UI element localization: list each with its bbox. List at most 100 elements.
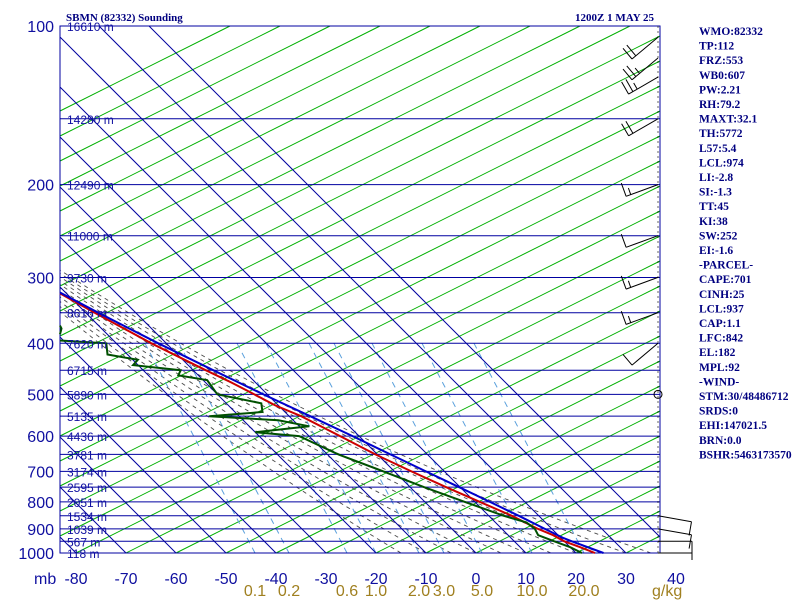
dry-adiabat-line: [59, 25, 381, 187]
dry-adiabat-line: [59, 110, 661, 412]
pressure-tick-label: 400: [27, 336, 54, 353]
index-value: L57:5.4: [699, 143, 737, 155]
index-value: CAP:1.1: [699, 318, 741, 330]
wind-barb: [622, 57, 659, 81]
height-label: 4436 m: [67, 430, 107, 444]
dry-adiabat-line: [59, 235, 661, 537]
index-value: STM:30/48486712: [699, 391, 789, 403]
plot-border: [59, 25, 661, 554]
index-value: BSHR:5463173570: [699, 449, 792, 461]
height-label: 12490 m: [67, 179, 114, 193]
height-labels: 16610 m 14280 m 12490 m 11000 m 9730 m 8616 m…: [67, 20, 114, 561]
dry-adiabat-line: [59, 60, 661, 362]
index-value: MAXT:32.1: [699, 114, 757, 126]
height-label: 5135 m: [67, 410, 107, 424]
pressure-tick-label: 200: [27, 178, 54, 195]
mixing-ratio-tick-label: 0.2: [278, 583, 300, 600]
isotherm-line: [148, 25, 661, 538]
dry-adiabat-line: [59, 25, 631, 312]
height-label: 1039 m: [67, 523, 107, 537]
moist-adiabat-line: [59, 296, 477, 554]
wind-barb: [621, 76, 659, 95]
index-value: -WIND-: [699, 376, 739, 388]
dry-adiabat-line: [59, 135, 661, 437]
pressure-tick-label: 900: [27, 522, 54, 539]
height-label: 3174 m: [67, 465, 107, 479]
dry-adiabat-line: [475, 460, 661, 554]
isobars: [59, 25, 661, 554]
wind-barb: [657, 528, 692, 549]
height-label: 5890 m: [67, 388, 107, 402]
index-value: FRZ:553: [699, 55, 743, 67]
pressure-tick-label: 300: [27, 270, 54, 287]
isotherm-line: [59, 386, 227, 554]
index-value: LCL:974: [699, 157, 744, 169]
wind-barb: [620, 182, 659, 197]
wind-barb: [620, 234, 659, 248]
isotherm-line: [59, 36, 577, 554]
index-value: TH:5772: [699, 128, 743, 140]
wind-barb: [658, 540, 693, 556]
isotherm-line: [59, 186, 427, 554]
index-value: LCL:937: [699, 303, 744, 315]
index-value: LFC:842: [699, 333, 743, 345]
wind-barb: [622, 342, 659, 366]
mixing-ratio-tick-label: 2.0: [408, 583, 430, 600]
temperature-tick-label: -60: [164, 571, 187, 588]
index-value: WB0:607: [699, 70, 745, 82]
dry-adiabat-line: [625, 535, 661, 554]
height-label: 2595 m: [67, 481, 107, 495]
wind-barbs: [620, 26, 693, 560]
height-label: 14280 m: [67, 113, 114, 127]
sounding-profiles: [59, 291, 604, 554]
mixing-ratio-line: [236, 343, 348, 554]
pressure-tick-label: 500: [27, 387, 54, 404]
height-label: 2051 m: [67, 496, 107, 510]
dry-adiabat-line: [59, 25, 531, 262]
height-label: 11000 m: [67, 230, 113, 244]
temperature-tick-label: -70: [114, 571, 137, 588]
temperature-tick-label: 30: [617, 571, 635, 588]
wind-barb: [620, 275, 659, 290]
height-label: 7620 m: [67, 337, 107, 351]
dry-adiabat-line: [59, 160, 661, 462]
dry-adiabat-line: [59, 25, 231, 112]
temperature-axis: -80 -70 -60 -50 -40 -30 -20 -10 0 10 20 30 40: [64, 571, 685, 588]
pressure-tick-label: 1000: [18, 546, 54, 563]
dry-adiabat-line: [575, 510, 661, 554]
mixing-ratio-axis: 0.1 0.2 0.6 1.0 2.0 3.0 5.0 10.0 20.0: [244, 583, 600, 600]
chart-title: SBMN (82332) Sounding: [66, 12, 183, 24]
wind-barb: [620, 311, 659, 325]
isotherm-line: [59, 136, 477, 554]
mixing-ratio-line: [178, 343, 290, 554]
mixing-ratio-unit: g/kg: [652, 583, 682, 600]
temperature-tick-label: 0: [472, 571, 481, 588]
index-value: PW:2.21: [699, 84, 741, 96]
index-value: RH:79.2: [699, 99, 740, 111]
dry-adiabat-line: [59, 25, 581, 287]
temperature-tick-label: 10: [517, 571, 535, 588]
index-value: TP:112: [699, 41, 734, 53]
pressure-tick-label: 800: [27, 495, 54, 512]
temperature-profile: [59, 292, 596, 554]
index-value: EL:182: [699, 347, 736, 359]
moist-adiabat-line: [59, 269, 652, 554]
isotherm-line: [59, 486, 127, 554]
isotherm-line: [59, 536, 77, 554]
temperature-tick-label: -10: [414, 571, 437, 588]
index-value: -PARCEL-: [699, 260, 753, 272]
pressure-axis: 100 200 300 400 500 600 700 800 900 1000: [18, 19, 54, 563]
dry-adiabat-line: [59, 25, 481, 237]
wind-barb-calm: [653, 389, 663, 399]
dewpoint-profile: [59, 325, 583, 554]
dry-adiabat-line: [59, 210, 661, 512]
isotherms: [59, 25, 661, 554]
temperature-tick-label: -50: [214, 571, 237, 588]
index-value: CINH:25: [699, 289, 745, 301]
temperature-tick-label: -80: [64, 571, 87, 588]
height-label: 3781 m: [67, 448, 107, 462]
dry-adiabat-line: [275, 360, 661, 554]
temperature-tick-label: -40: [264, 571, 287, 588]
isotherm-line: [59, 286, 327, 554]
